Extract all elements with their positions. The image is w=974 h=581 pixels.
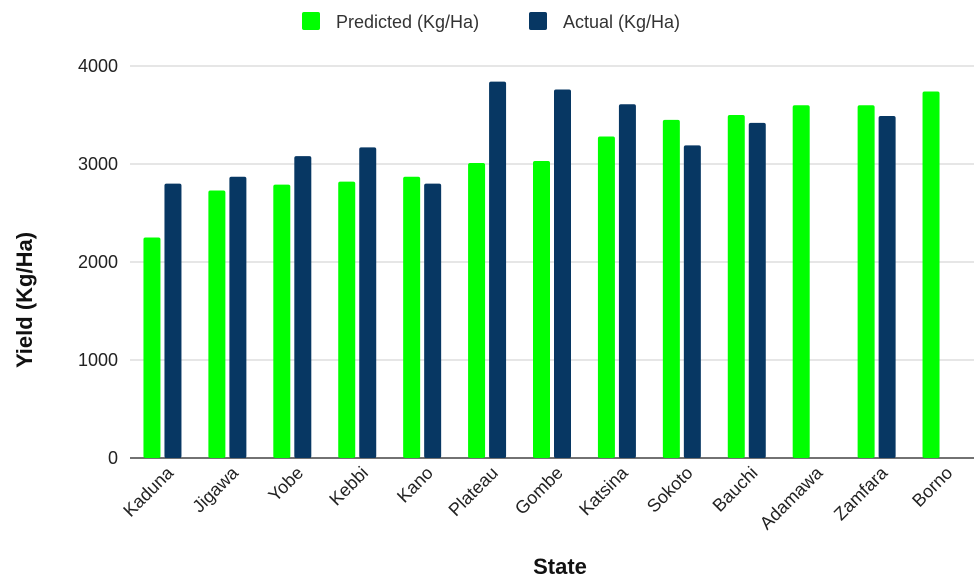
x-tick-label: Katsina <box>575 462 632 519</box>
bar-predicted-gombe <box>533 161 550 458</box>
bar-predicted-zamfara <box>857 105 875 458</box>
bar-actual-plateau <box>489 81 507 459</box>
x-tick-label: Borno <box>908 463 956 511</box>
bar-predicted-kano <box>403 176 421 459</box>
bar-actual-katsina <box>618 104 636 458</box>
bar-actual-zamfara <box>878 115 896 458</box>
x-tick-label: Plateau <box>445 463 502 520</box>
bar-predicted-kaduna <box>143 237 161 458</box>
bar-predicted-jigawa <box>208 190 226 458</box>
y-tick-label: 3000 <box>78 154 118 174</box>
bar-predicted-katsina <box>597 136 615 458</box>
bar-actual-gombe <box>554 89 571 459</box>
y-axis-title: Yield (Kg/Ha) <box>12 232 37 368</box>
x-tick-label: Bauchi <box>709 463 762 516</box>
legend-label-actual: Actual (Kg/Ha) <box>563 12 680 32</box>
x-tick-label: Yobe <box>264 463 307 506</box>
bar-predicted-sokoto <box>662 119 680 459</box>
legend-swatch-predicted <box>302 12 320 30</box>
y-tick-label: 1000 <box>78 350 118 370</box>
x-axis-ticks: Kaduna Jigawa Yobe Kebbi Kano Plateau Gombe Kat… <box>119 462 956 533</box>
y-tick-label: 4000 <box>78 56 118 76</box>
x-tick-label: Jigawa <box>188 462 242 516</box>
x-tick-label: Kebbi <box>325 463 372 510</box>
x-tick-label: Adamawa <box>756 462 827 533</box>
y-tick-label: 0 <box>108 448 118 468</box>
legend-label-predicted: Predicted (Kg/Ha) <box>336 12 479 32</box>
gridlines <box>130 65 974 459</box>
bar-actual-kebbi <box>359 147 377 458</box>
legend: Predicted (Kg/Ha) Actual (Kg/Ha) <box>302 12 680 32</box>
y-tick-label: 2000 <box>78 252 118 272</box>
bar-predicted-bauchi <box>727 115 745 458</box>
bar-actual-jigawa <box>229 176 247 459</box>
x-tick-label: Gombe <box>511 463 567 519</box>
bar-actual-sokoto <box>683 145 701 458</box>
legend-swatch-actual <box>529 12 547 30</box>
x-tick-label: Sokoto <box>643 463 697 517</box>
bar-actual-yobe <box>294 156 312 458</box>
bars <box>143 81 940 459</box>
x-tick-label: Zamfara <box>830 462 892 524</box>
bar-predicted-borno <box>922 91 940 458</box>
x-tick-label: Kano <box>393 463 437 507</box>
bar-actual-bauchi <box>748 122 766 458</box>
bar-predicted-yobe <box>273 184 291 458</box>
bar-predicted-kebbi <box>338 181 356 458</box>
x-tick-label: Kaduna <box>119 462 178 521</box>
bar-predicted-plateau <box>468 163 486 458</box>
bar-actual-kaduna <box>164 183 182 458</box>
x-axis-title: State <box>533 554 587 579</box>
y-axis-ticks: 0 1000 2000 3000 4000 <box>78 56 118 468</box>
bar-actual-kano <box>424 183 442 458</box>
bar-predicted-adamawa <box>792 105 810 458</box>
